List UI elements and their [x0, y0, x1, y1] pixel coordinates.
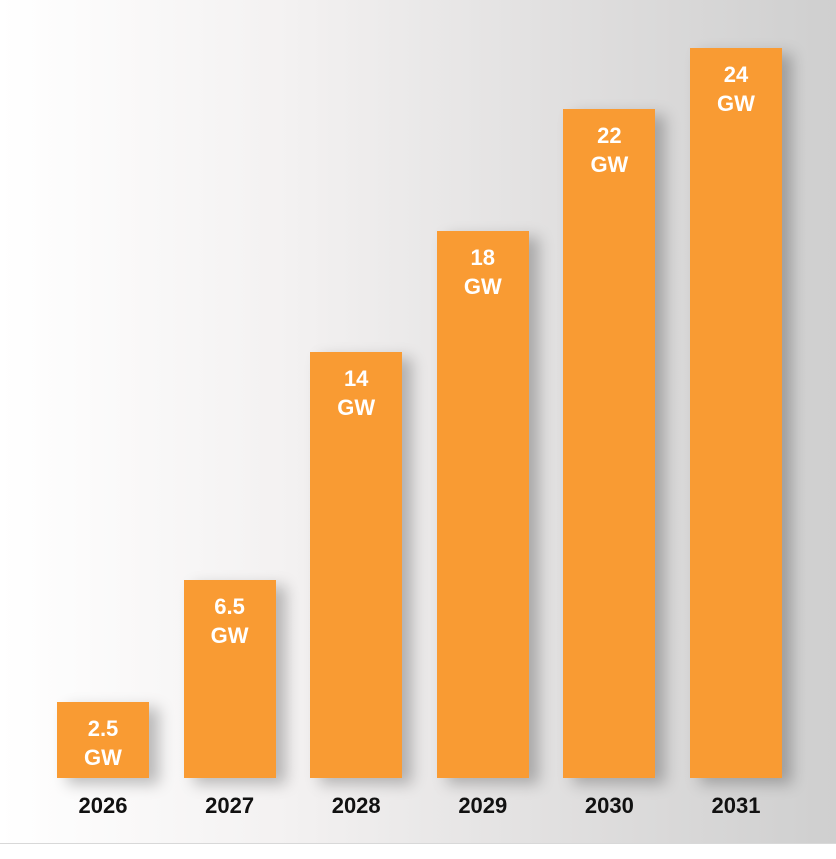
value-label: 18 GW	[463, 244, 502, 299]
bar: 14 GW	[310, 352, 403, 778]
x-tick-label: 2026	[78, 793, 128, 818]
footer-strip	[0, 843, 836, 859]
x-tick-label: 2031	[711, 793, 761, 818]
x-tick-label: 2028	[331, 793, 381, 818]
bar: 18 GW	[436, 230, 529, 778]
value-label: 2.5 GW	[84, 715, 122, 770]
value-label: 24 GW	[717, 62, 755, 116]
bar: 2.5 GW	[57, 701, 149, 778]
bar: 22 GW	[563, 108, 656, 778]
value-label: 14 GW	[337, 366, 376, 421]
bar: 6.5 GW	[183, 580, 276, 778]
value-label: 6.5 GW	[210, 594, 249, 649]
value-label: 22 GW	[590, 122, 629, 177]
x-tick-label: 2029	[458, 793, 508, 818]
bar: 24 GW	[690, 48, 782, 778]
x-tick-label: 2030	[584, 793, 634, 818]
x-tick-label: 2027	[205, 793, 255, 818]
